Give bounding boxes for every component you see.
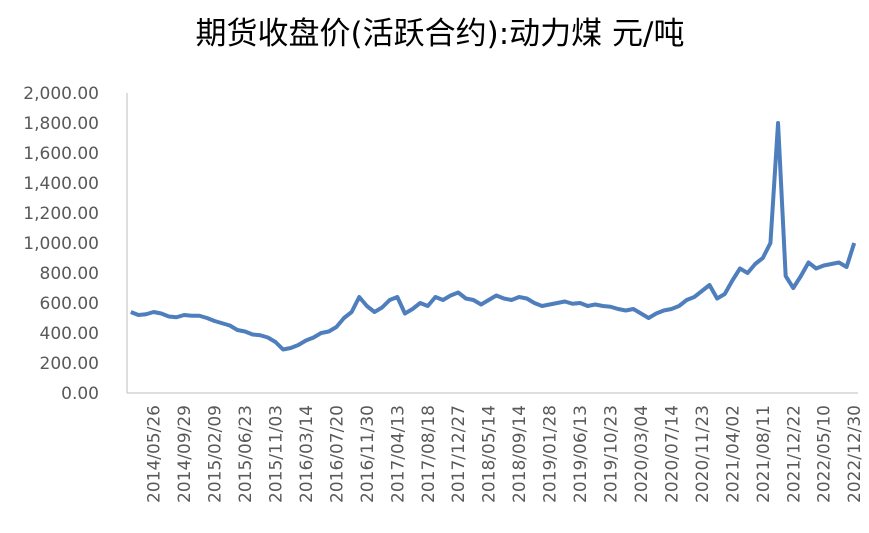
x-tick-label: 2016/11/30 [358, 405, 378, 503]
x-tick-label: 2021/08/11 [754, 405, 774, 503]
x-tick-label: 2015/02/09 [206, 405, 226, 503]
x-tick-label: 2016/07/20 [327, 405, 347, 503]
x-tick-label: 2022/12/30 [845, 405, 865, 503]
y-tick-label: 200.00 [40, 354, 99, 374]
x-tick-label: 2015/06/23 [236, 405, 256, 503]
y-tick-label: 800.00 [40, 264, 99, 284]
x-tick-label: 2019/10/23 [602, 405, 622, 503]
x-tick-label: 2022/05/10 [815, 405, 835, 503]
y-tick-label: 400.00 [40, 324, 99, 344]
x-tick-label: 2014/09/29 [175, 405, 195, 503]
y-tick-label: 0.00 [61, 384, 99, 404]
y-tick-label: 1,600.00 [23, 144, 99, 164]
x-tick-label: 2021/12/22 [784, 405, 804, 503]
x-tick-label: 2021/04/02 [723, 405, 743, 503]
x-tick-label: 2018/09/14 [510, 405, 530, 503]
line [130, 121, 857, 352]
y-tick-label: 1,200.00 [23, 204, 99, 224]
y-tick-label: 1,400.00 [23, 174, 99, 194]
x-tick-label: 2015/11/03 [266, 405, 286, 503]
y-tick-label: 600.00 [40, 294, 99, 314]
chart-title: 期货收盘价(活跃合约):动力煤 元/吨 [196, 16, 685, 52]
x-tick-label: 2020/07/14 [662, 405, 682, 503]
x-tick-label: 2018/05/14 [480, 405, 500, 503]
x-tick-label: 2014/05/26 [145, 405, 165, 503]
x-tick-label: 2016/03/14 [297, 405, 317, 503]
x-tick-label: 2017/08/18 [419, 405, 439, 503]
x-tick-label: 2017/04/13 [388, 405, 408, 503]
y-tick-label: 1,800.00 [23, 114, 99, 134]
y-tick-label: 1,000.00 [23, 234, 99, 254]
x-tick-label: 2019/06/13 [571, 405, 591, 503]
x-tick-label: 2020/11/23 [693, 405, 713, 503]
x-tick-label: 2017/12/27 [449, 405, 469, 503]
x-tick-label: 2020/03/04 [632, 405, 652, 503]
x-tick-label: 2019/01/28 [541, 405, 561, 503]
y-tick-label: 2,000.00 [23, 84, 99, 104]
